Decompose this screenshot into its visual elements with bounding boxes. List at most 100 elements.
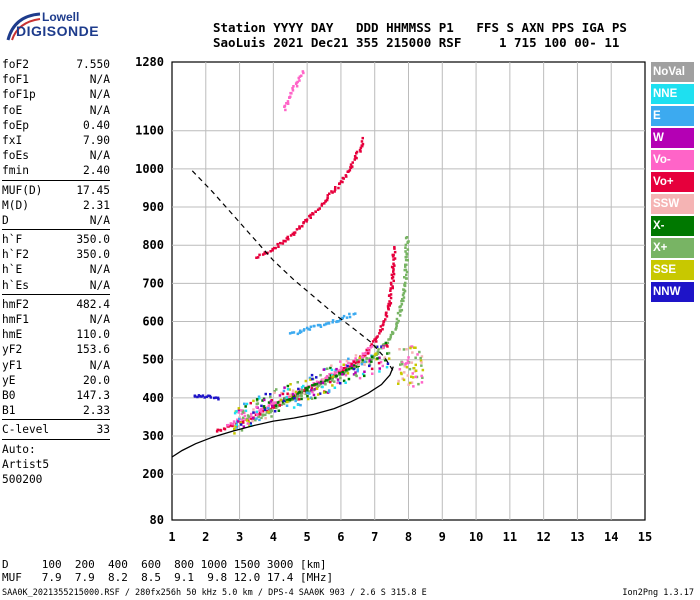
echo-mark bbox=[337, 320, 340, 323]
echo-mark bbox=[241, 416, 245, 420]
echo-mark bbox=[318, 392, 322, 395]
echo-mark bbox=[383, 359, 387, 362]
echo-mark bbox=[339, 376, 342, 380]
echo-mark bbox=[249, 415, 253, 418]
echo-mark bbox=[410, 361, 414, 364]
echo-mark bbox=[338, 318, 342, 322]
echo-mark bbox=[252, 399, 255, 403]
echo-mark bbox=[272, 401, 275, 405]
echo-mark bbox=[384, 311, 388, 315]
echo-mark bbox=[331, 321, 334, 324]
echo-mark bbox=[334, 372, 337, 375]
echo-mark bbox=[311, 390, 314, 394]
echo-mark bbox=[386, 352, 389, 355]
echo-mark bbox=[245, 402, 249, 406]
echo-mark bbox=[359, 146, 363, 150]
legend-item-x: X+ bbox=[651, 238, 694, 258]
x-tick-label: 6 bbox=[337, 530, 344, 544]
echo-mark bbox=[235, 426, 239, 429]
param-row-fmin: fmin 2.40 bbox=[2, 163, 110, 178]
echo-mark bbox=[384, 313, 388, 317]
echo-mark bbox=[390, 273, 394, 277]
echo-mark bbox=[407, 383, 410, 386]
echo-mark bbox=[324, 390, 327, 394]
echo-mark bbox=[291, 389, 295, 392]
param-name: MUF(D) bbox=[2, 183, 43, 197]
echo-mark bbox=[386, 341, 390, 345]
echo-mark bbox=[348, 365, 351, 368]
echo-mark bbox=[345, 359, 349, 363]
echo-mark bbox=[286, 102, 290, 105]
param-value: N/A bbox=[89, 73, 110, 87]
echo-mark bbox=[297, 398, 301, 401]
echo-mark bbox=[404, 246, 407, 249]
echo-mark bbox=[279, 401, 282, 404]
echo-mark bbox=[260, 416, 263, 420]
echo-mark bbox=[231, 422, 234, 426]
echo-mark bbox=[309, 213, 312, 217]
echo-mark bbox=[395, 317, 399, 321]
echo-mark bbox=[375, 345, 379, 348]
echo-mark bbox=[361, 372, 365, 376]
echo-mark bbox=[402, 348, 406, 351]
true-height-profile bbox=[171, 366, 394, 458]
param-name: foF1 bbox=[2, 73, 29, 87]
x-tick-label: 5 bbox=[304, 530, 311, 544]
echo-mark bbox=[261, 407, 264, 410]
echo-mark bbox=[230, 424, 233, 427]
echo-mark bbox=[352, 361, 355, 365]
echo-mark bbox=[352, 360, 356, 363]
echo-mark bbox=[401, 361, 404, 364]
echo-mark bbox=[361, 355, 364, 359]
echo-mark bbox=[355, 359, 359, 362]
param-name: foF2 bbox=[2, 58, 29, 71]
echo-mark bbox=[295, 85, 299, 88]
echo-mark bbox=[296, 394, 299, 398]
echo-mark bbox=[384, 318, 387, 321]
echo-mark bbox=[318, 207, 321, 210]
echo-mark bbox=[302, 71, 305, 75]
param-row-hmf1: hmF1 N/A bbox=[2, 312, 110, 327]
echo-mark bbox=[277, 409, 281, 412]
header-row1: Station YYYY DAY DDD HHMMSS P1 FFS S AXN… bbox=[213, 20, 627, 35]
echo-mark bbox=[248, 424, 251, 427]
echo-mark bbox=[296, 332, 300, 336]
logo-line2: DIGISONDE bbox=[16, 23, 100, 39]
echo-mark bbox=[214, 396, 218, 399]
echo-mark bbox=[376, 335, 379, 338]
echo-mark bbox=[251, 420, 254, 423]
echo-mark bbox=[344, 374, 348, 377]
echo-mark bbox=[288, 398, 292, 401]
echo-mark bbox=[398, 314, 402, 317]
echo-mark bbox=[205, 395, 208, 398]
echo-mark bbox=[264, 413, 267, 417]
echo-mark bbox=[281, 392, 285, 396]
echo-mark bbox=[401, 377, 404, 380]
param-value: 33 bbox=[96, 423, 110, 437]
echo-mark bbox=[304, 392, 307, 395]
echo-mark bbox=[375, 340, 378, 343]
echo-mark bbox=[246, 414, 250, 417]
echo-mark bbox=[389, 336, 392, 339]
echo-mark bbox=[414, 356, 417, 359]
echo-mark bbox=[378, 329, 382, 332]
y-tick-label: 1100 bbox=[135, 124, 164, 138]
echo-mark bbox=[341, 180, 344, 184]
echo-mark bbox=[244, 418, 247, 421]
version-label: Ion2Png 1.3.17 bbox=[622, 588, 694, 598]
echo-mark bbox=[258, 397, 261, 400]
echo-mark bbox=[312, 324, 315, 328]
param-value: N/A bbox=[89, 149, 110, 163]
echo-mark bbox=[285, 102, 288, 105]
x-tick-label: 15 bbox=[638, 530, 652, 544]
echo-mark bbox=[235, 423, 238, 427]
echo-mark bbox=[233, 411, 237, 415]
echo-mark bbox=[400, 308, 404, 312]
echo-mark bbox=[365, 360, 368, 364]
echo-mark bbox=[237, 411, 240, 414]
echo-mark bbox=[292, 406, 296, 409]
echo-mark bbox=[361, 358, 364, 362]
scaled-parameters-panel: foF2 7.550 foF1 N/A foF1p N/A foE N/A foEp 0.40 fx… bbox=[2, 57, 110, 487]
echo-mark bbox=[243, 411, 246, 415]
param-value: N/A bbox=[89, 103, 110, 117]
